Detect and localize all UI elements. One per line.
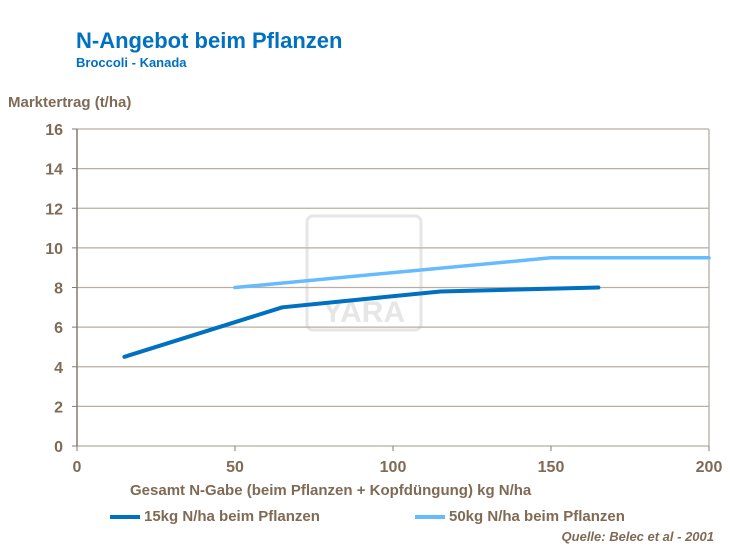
chart-title: N-Angebot beim Pflanzen — [76, 28, 343, 53]
chart-subtitle: Broccoli - Kanada — [76, 55, 187, 70]
x-tick-label: 50 — [226, 459, 244, 476]
legend-swatch — [415, 514, 445, 519]
x-axis-label: Gesamt N-Gabe (beim Pflanzen + Kopfdüngu… — [130, 482, 532, 499]
x-tick-label: 150 — [538, 459, 565, 476]
source-note: Quelle: Belec et al - 2001 — [561, 529, 714, 544]
x-tick-label: 0 — [73, 459, 82, 476]
legend-item-2: 50kg N/ha beim Pflanzen — [415, 508, 625, 525]
x-tick-label: 100 — [380, 459, 407, 476]
y-tick-label: 8 — [54, 281, 63, 298]
legend-label: 15kg N/ha beim Pflanzen — [144, 508, 320, 525]
y-tick-label: 12 — [45, 201, 63, 218]
y-tick-label: 0 — [54, 439, 63, 456]
legend-swatch — [110, 514, 140, 519]
y-tick-label: 16 — [45, 122, 63, 139]
y-tick-label: 2 — [54, 399, 63, 416]
series-line-1 — [122, 285, 601, 359]
watermark-logo — [305, 214, 423, 332]
legend-label: 50kg N/ha beim Pflanzen — [449, 508, 625, 525]
series-line-2 — [233, 256, 711, 290]
y-tick-label: 14 — [45, 162, 63, 179]
x-tick-label: 200 — [696, 459, 723, 476]
legend-item-1: 15kg N/ha beim Pflanzen — [110, 508, 320, 525]
y-tick-label: 10 — [45, 241, 63, 258]
y-tick-label: 4 — [54, 360, 63, 377]
y-axis-label: Marktertrag (t/ha) — [8, 94, 132, 111]
y-tick-label: 6 — [54, 320, 63, 337]
